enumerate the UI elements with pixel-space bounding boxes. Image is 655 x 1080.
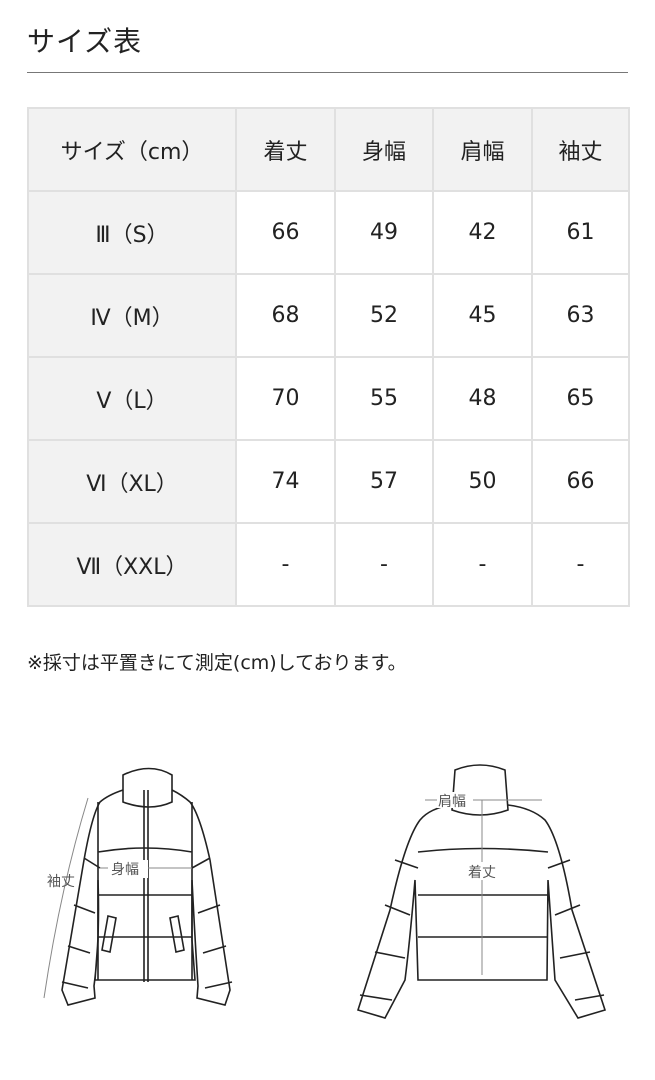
page-title: サイズ表: [27, 25, 143, 58]
shoulder-width-label: 肩幅: [438, 794, 466, 810]
measurement-cell: 70: [235, 356, 336, 441]
title-divider: [27, 72, 628, 73]
measurement-cell: 74: [235, 439, 336, 524]
measurement-cell: 66: [235, 190, 336, 275]
table-row: Ⅶ（XXL） - - - -: [27, 522, 630, 607]
measurement-cell: 50: [432, 439, 533, 524]
measurement-cell: -: [334, 522, 434, 607]
size-cell: Ⅴ（L）: [27, 356, 237, 441]
column-header: 肩幅: [432, 107, 533, 192]
size-cell: Ⅵ（XL）: [27, 439, 237, 524]
measurement-cell: 42: [432, 190, 533, 275]
measurement-cell: 68: [235, 273, 336, 358]
measurement-cell: 55: [334, 356, 434, 441]
measurement-cell: 45: [432, 273, 533, 358]
measurement-cell: 65: [531, 356, 630, 441]
measurement-cell: 63: [531, 273, 630, 358]
sleeve-length-label: 袖丈: [47, 874, 75, 890]
table-row: Ⅵ（XL） 74 57 50 66: [27, 439, 630, 524]
column-header: 着丈: [235, 107, 336, 192]
column-header: 袖丈: [531, 107, 630, 192]
table-row: Ⅴ（L） 70 55 48 65: [27, 356, 630, 441]
measurement-cell: 57: [334, 439, 434, 524]
table-row: Ⅳ（M） 68 52 45 63: [27, 273, 630, 358]
front-jacket-illustration: 袖丈 身幅: [43, 767, 233, 1006]
size-table: サイズ（cm） 着丈 身幅 肩幅 袖丈 Ⅲ（S） 66 49 42 61 Ⅳ（M） 68 52 45 63…: [27, 107, 630, 607]
back-jacket-illustration: 肩幅 着丈: [356, 764, 607, 1019]
jacket-measurement-diagram: 袖丈 身幅 肩幅 着丈: [43, 764, 607, 1019]
table-row: Ⅲ（S） 66 49 42 61: [27, 190, 630, 275]
body-width-label: 身幅: [111, 862, 139, 878]
size-cell: Ⅶ（XXL）: [27, 522, 237, 607]
length-label: 着丈: [468, 865, 496, 881]
measurement-cell: 49: [334, 190, 434, 275]
table-header-row: サイズ（cm） 着丈 身幅 肩幅 袖丈: [27, 107, 630, 192]
size-cell: Ⅳ（M）: [27, 273, 237, 358]
column-header: 身幅: [334, 107, 434, 192]
measurement-cell: -: [235, 522, 336, 607]
size-cell: Ⅲ（S）: [27, 190, 237, 275]
measurement-cell: 52: [334, 273, 434, 358]
measurement-cell: 66: [531, 439, 630, 524]
measurement-cell: 61: [531, 190, 630, 275]
measurement-note: ※採寸は平置きにて測定(cm)しております。: [27, 652, 407, 674]
measurement-cell: -: [432, 522, 533, 607]
measurement-cell: 48: [432, 356, 533, 441]
measurement-cell: -: [531, 522, 630, 607]
column-header: サイズ（cm）: [27, 107, 237, 192]
